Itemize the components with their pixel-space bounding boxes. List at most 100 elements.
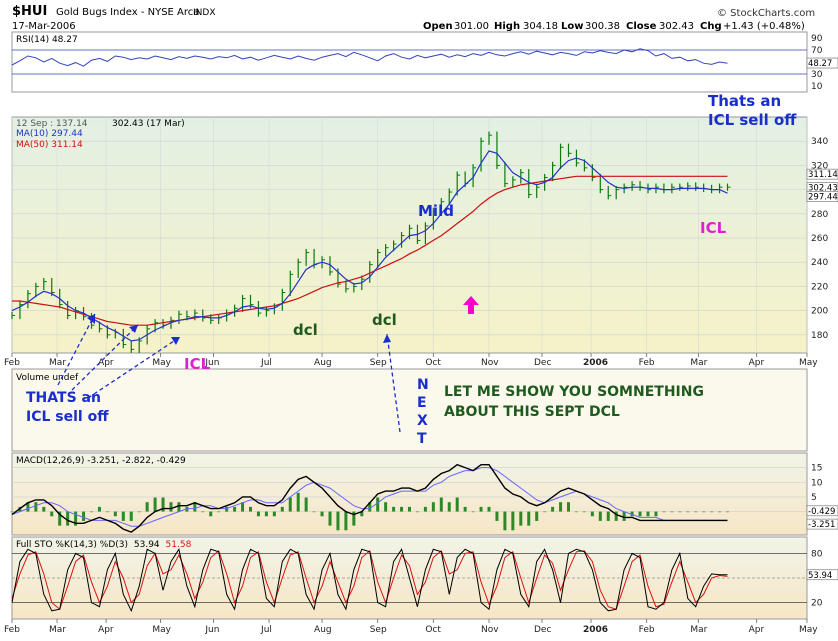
low-value: 300.38 bbox=[585, 21, 620, 32]
macd-tick-label-15: 15 bbox=[811, 464, 822, 474]
annotation-next-t: T bbox=[417, 431, 427, 447]
macd-histogram-bar-30 bbox=[249, 506, 252, 512]
macd-histogram-bar-50 bbox=[408, 506, 411, 512]
macd-histogram-bar-87 bbox=[702, 511, 706, 513]
macd-histogram-bar-16 bbox=[137, 511, 141, 513]
x-tick-label-1-8: Oct bbox=[425, 625, 441, 635]
macd-histogram-bar-23 bbox=[193, 502, 197, 512]
macd-histogram-bar-77 bbox=[622, 511, 626, 521]
index-name: Gold Bugs Index - NYSE Arca bbox=[56, 7, 199, 18]
x-tick-label-0-4: Jun bbox=[204, 358, 219, 368]
macd-signal-line bbox=[11, 467, 728, 527]
macd-histogram-bar-60 bbox=[487, 506, 491, 512]
macd-tick-label-10: 10 bbox=[811, 478, 823, 488]
annotation-icl-top-line2: ICL sell off bbox=[708, 111, 797, 129]
chart-header: $HUI Gold Bugs Index - NYSE Arca INDX 17… bbox=[12, 4, 815, 32]
price-tick-label-240: 240 bbox=[811, 258, 828, 268]
ticker-symbol: $HUI bbox=[12, 4, 47, 19]
macd-histogram-bar-40 bbox=[328, 511, 332, 526]
macd-histogram-bar-71 bbox=[574, 511, 578, 513]
macd-histogram-bar-19 bbox=[161, 497, 165, 512]
rsi-tick-label-90: 90 bbox=[811, 34, 823, 44]
macd-histogram-bar-25 bbox=[209, 511, 213, 517]
rsi-tick-label-30: 30 bbox=[811, 70, 823, 80]
annotation-next: N E X T bbox=[417, 377, 434, 447]
price-value-label-2: 297.44 bbox=[808, 193, 838, 203]
rsi-layer: 103050709048.27 bbox=[11, 34, 838, 92]
stochastic-k-line bbox=[11, 548, 728, 613]
annotation-icl-left-line1: THATS an bbox=[26, 390, 101, 406]
macd-histogram-bar-13 bbox=[113, 511, 117, 517]
macd-histogram-bar-84 bbox=[678, 511, 682, 513]
price-tick-label-200: 200 bbox=[811, 307, 828, 317]
price-legend-close: 302.43 (17 Mar) bbox=[112, 119, 185, 129]
close-value: 302.43 bbox=[659, 21, 694, 32]
x-axis-layer: Feb Feb Mar Mar Apr Apr May May Jun Jun Jul Jul Aug A… bbox=[4, 353, 818, 635]
macd-histogram-bar-76 bbox=[614, 511, 618, 521]
macd-histogram-bar-27 bbox=[225, 506, 229, 512]
x-tick-label-0-5: Jul bbox=[260, 358, 272, 368]
macd-histogram-bar-12 bbox=[105, 511, 109, 513]
macd-histogram-bar-24 bbox=[201, 511, 205, 513]
macd-histogram-bar-51 bbox=[415, 511, 419, 513]
stochastic-value-label-0: 53.94 bbox=[808, 571, 832, 581]
macd-histogram-bar-81 bbox=[654, 511, 658, 517]
macd-histogram-bar-90 bbox=[726, 511, 729, 513]
arrow-to-may-low bbox=[87, 336, 181, 399]
macd-histogram-bar-57 bbox=[463, 506, 467, 512]
macd-histogram-bar-9 bbox=[82, 511, 86, 521]
annotation-dcl-1: dcl bbox=[293, 321, 318, 339]
macd-histogram-bar-88 bbox=[710, 511, 714, 513]
annotation-next-e: E bbox=[417, 395, 427, 411]
rsi-legend: RSI(14) 48.27 bbox=[16, 35, 78, 45]
macd-histogram-bar-35 bbox=[288, 497, 292, 512]
macd-histogram-bar-32 bbox=[264, 511, 268, 517]
macd-histogram-bar-8 bbox=[74, 511, 78, 526]
macd-value-label-0: -0.429 bbox=[808, 507, 835, 517]
macd-histogram-bar-4 bbox=[42, 506, 46, 512]
macd-histogram-bar-67 bbox=[543, 511, 547, 513]
macd-histogram-bar-58 bbox=[471, 511, 475, 513]
stochastic-legend-name: Full STO %K(14,3) %D(3) bbox=[16, 540, 128, 550]
macd-histogram-bar-46 bbox=[376, 497, 380, 512]
macd-histogram-bar-17 bbox=[145, 502, 149, 512]
macd-histogram-bar-38 bbox=[312, 511, 316, 513]
ma10-legend: MA(10) 297.44 bbox=[16, 129, 83, 139]
arrow-head-1 bbox=[87, 314, 95, 324]
x-tick-label-1-13: Mar bbox=[690, 625, 707, 635]
annotation-sept-dcl: LET ME SHOW YOU SOMNETHING ABOUT THIS SE… bbox=[444, 384, 709, 420]
annotation-sept-dcl-line1: LET ME SHOW YOU SOMNETHING bbox=[444, 384, 704, 400]
macd-histogram-bar-20 bbox=[169, 502, 173, 512]
x-tick-label-0-6: Aug bbox=[314, 358, 332, 368]
annotation-icl-sell-off-top: Thats an ICL sell off bbox=[708, 92, 797, 129]
ma50-legend: MA(50) 311.14 bbox=[16, 140, 83, 150]
macd-histogram-bar-55 bbox=[447, 502, 451, 512]
annotation-next-n: N bbox=[417, 377, 429, 393]
rsi-tick-label-70: 70 bbox=[811, 46, 823, 56]
x-tick-label-1-14: Apr bbox=[749, 625, 765, 635]
price-tick-label-220: 220 bbox=[811, 282, 828, 292]
magenta-up-arrow bbox=[463, 296, 479, 314]
rsi-tick-label-10: 10 bbox=[811, 82, 823, 92]
high-label: High bbox=[494, 21, 520, 32]
macd-histogram-bar-65 bbox=[527, 511, 531, 526]
macd-histogram-bar-0 bbox=[10, 511, 14, 513]
arrow-to-apr-low bbox=[71, 324, 139, 391]
macd-histogram-bar-3 bbox=[34, 502, 38, 512]
annotation-icl-top-line1: Thats an bbox=[708, 92, 781, 110]
price-tick-label-340: 340 bbox=[811, 137, 828, 147]
macd-histogram-bar-68 bbox=[551, 506, 555, 512]
macd-tick-label-5: 5 bbox=[811, 493, 817, 503]
macd-histogram-bar-61 bbox=[495, 511, 499, 521]
annotation-arrows bbox=[57, 313, 401, 433]
macd-histogram-bar-54 bbox=[439, 497, 443, 512]
x-tick-label-0-9: Nov bbox=[481, 358, 499, 368]
x-tick-label-1-5: Jul bbox=[260, 625, 272, 635]
arrow-head-4 bbox=[383, 334, 391, 343]
ma10-line bbox=[11, 150, 728, 342]
chg-value: +1.43 (+0.48%) bbox=[723, 21, 805, 32]
macd-legend: MACD(12,26,9) -3.251, -2.822, -0.429 bbox=[16, 456, 186, 466]
macd-layer: 051015-0.429-3.251 bbox=[10, 464, 838, 533]
macd-value-label-1: -3.251 bbox=[808, 520, 835, 530]
macd-histogram-bar-66 bbox=[535, 511, 539, 521]
